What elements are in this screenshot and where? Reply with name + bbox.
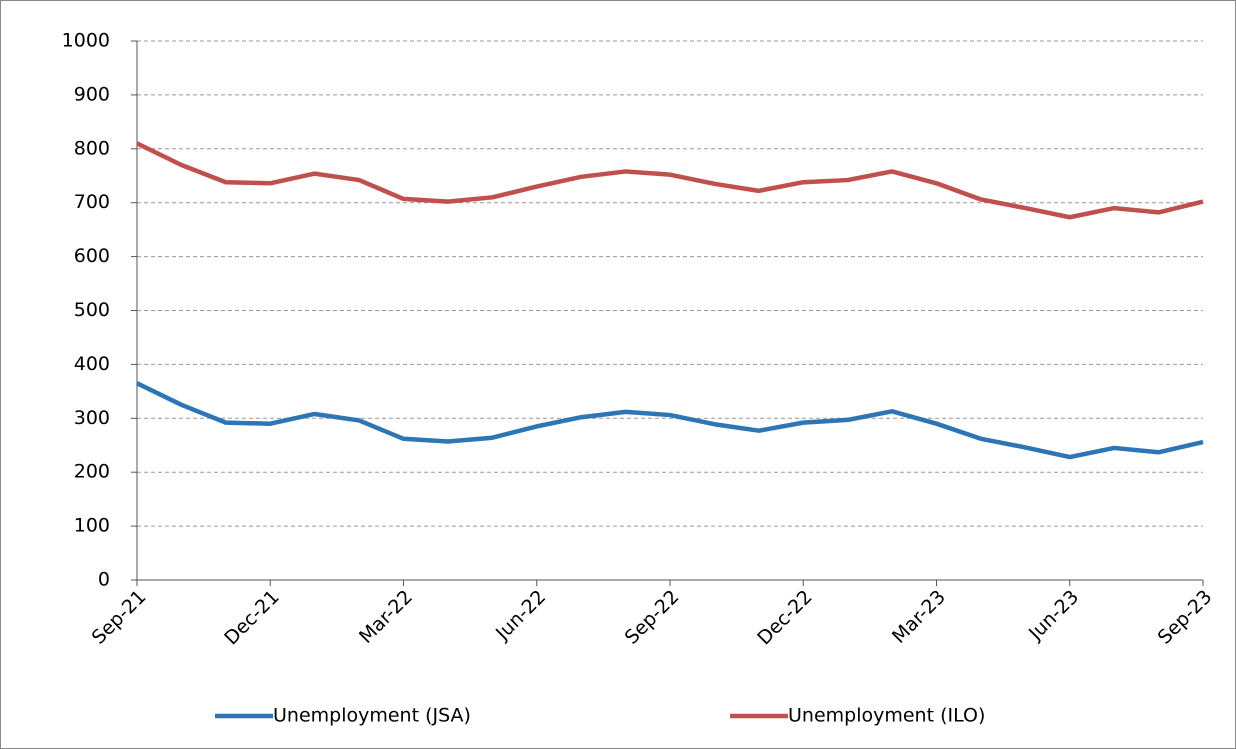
legend-label: Unemployment (JSA) xyxy=(273,705,471,727)
y-tick-label: 200 xyxy=(74,461,110,483)
y-tick-label: 500 xyxy=(74,299,110,321)
y-tick-label: 900 xyxy=(74,83,110,105)
y-tick-label: 1000 xyxy=(62,30,110,52)
data-line xyxy=(136,141,1204,220)
y-tick-label: 600 xyxy=(74,245,110,267)
data-line xyxy=(136,381,1204,460)
y-tick-label: 400 xyxy=(74,353,110,375)
y-tick-label: 0 xyxy=(98,569,110,591)
legend-label: Unemployment (ILO) xyxy=(788,705,985,727)
y-tick-label: 800 xyxy=(74,137,110,159)
y-tick-label: 300 xyxy=(74,407,110,429)
y-tick-label: 700 xyxy=(74,191,110,213)
y-tick-label: 100 xyxy=(74,515,110,537)
